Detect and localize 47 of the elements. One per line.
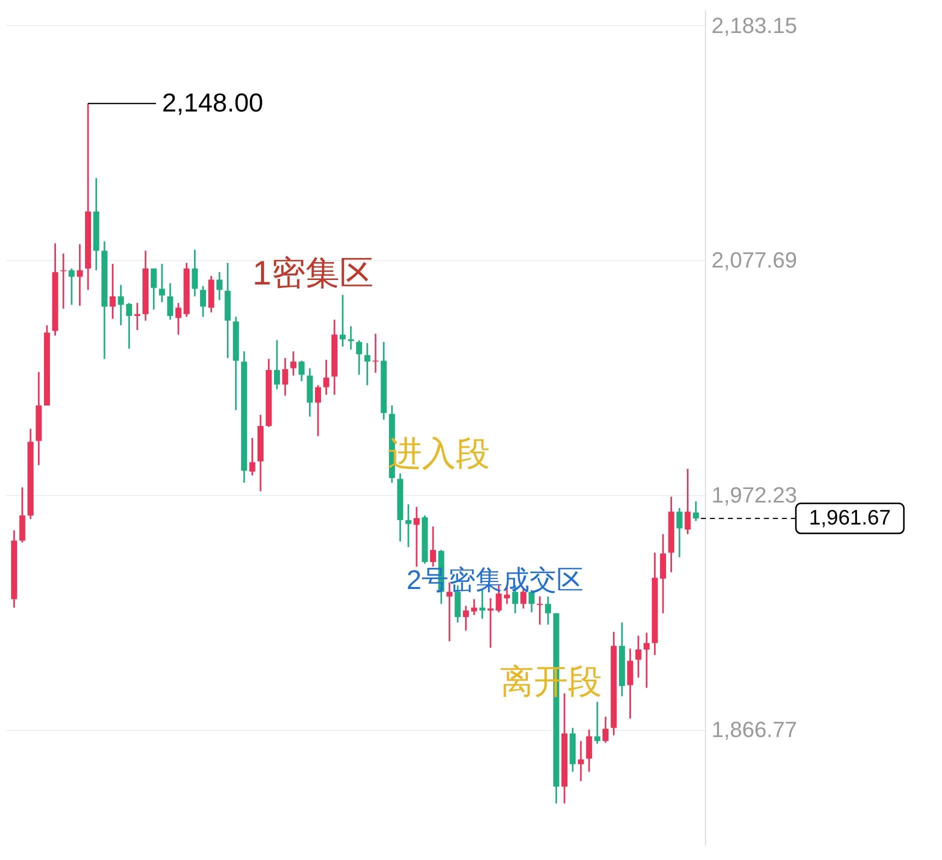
- candlestick: [200, 285, 206, 318]
- y-tick-label: 1,866.77: [712, 717, 798, 742]
- candlestick: [602, 716, 609, 744]
- y-tick-label: 1,972.23: [712, 482, 798, 508]
- candlestick: [471, 598, 478, 616]
- candlestick: [405, 504, 412, 548]
- candlestick: [134, 302, 140, 331]
- candlestick: [274, 339, 280, 390]
- annotation: 1密集区: [252, 254, 374, 293]
- candlestick: [76, 243, 83, 306]
- candlestick: [586, 728, 592, 773]
- candlestick: [684, 468, 691, 535]
- candlestick: [216, 271, 222, 301]
- candlestick: [578, 740, 584, 782]
- candlestick: [192, 249, 198, 298]
- candlestick: [282, 357, 288, 396]
- candlestick: [158, 263, 165, 303]
- candlestick: [594, 701, 600, 744]
- candlestick: [364, 342, 370, 386]
- candlestick: [323, 359, 330, 396]
- candlestick: [462, 605, 469, 632]
- candlestick: [315, 384, 322, 437]
- candlestick: [290, 350, 296, 376]
- candlestick: [430, 526, 436, 568]
- candlestick: [635, 634, 642, 678]
- ref-line-label: 1,961.67: [809, 506, 891, 530]
- candlestick: [110, 263, 116, 320]
- candlestick: [644, 632, 650, 689]
- candlestick: [414, 506, 420, 568]
- candlestick: [249, 437, 256, 476]
- candlestick: [298, 360, 305, 382]
- y-tick-label: 2,077.69: [712, 248, 798, 273]
- candlestick: [118, 284, 124, 326]
- y-tick-label: 2,183.15: [712, 12, 798, 38]
- candlestick: [175, 302, 182, 336]
- candlestick: [167, 282, 174, 321]
- candlestick: [356, 339, 362, 376]
- candlestick: [126, 302, 132, 350]
- candlestick: [488, 597, 494, 649]
- candlestick: [68, 268, 75, 306]
- annotation: 2,148.00: [162, 88, 264, 118]
- candlestick: [372, 332, 379, 374]
- candlestick: [545, 596, 552, 626]
- candlestick: [150, 268, 157, 310]
- candlestick: [692, 500, 699, 522]
- candlestick: [340, 294, 346, 348]
- candlestick: [676, 507, 682, 558]
